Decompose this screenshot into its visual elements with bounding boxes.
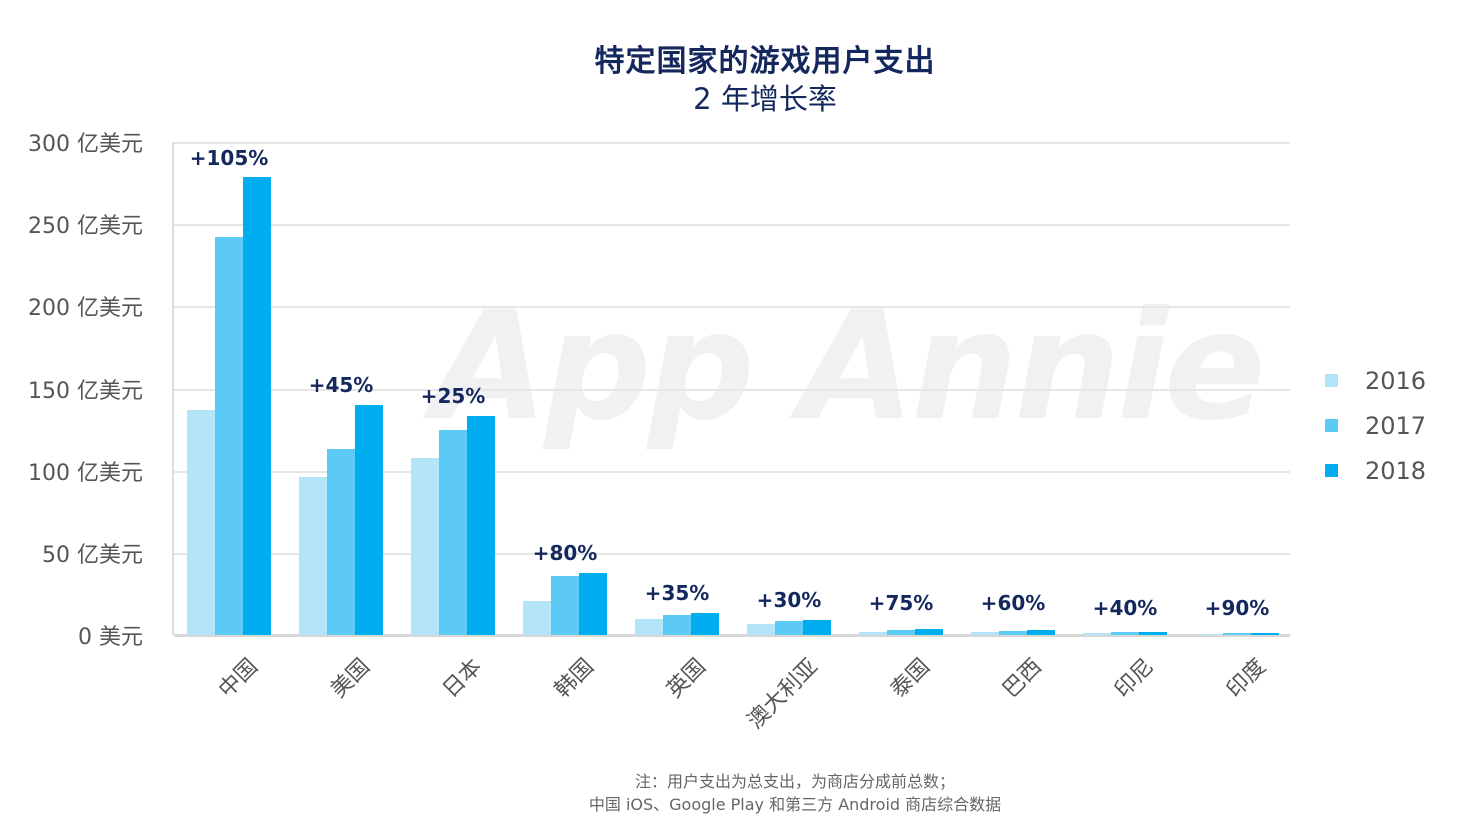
bar-2016[interactable] [411,457,439,635]
bar-2016[interactable] [1083,633,1111,635]
gridline [174,142,1290,144]
bar-2018[interactable] [1027,630,1055,635]
growth-label: +40% [1092,596,1158,620]
legend-label: 2018 [1365,456,1427,485]
growth-label: +105% [189,146,269,170]
bar-2017[interactable] [999,630,1027,635]
footnote-line-2: 中国 iOS、Google Play 和第三方 Android 商店综合数据 [588,795,1002,814]
bar-2017[interactable] [775,621,803,635]
bar-2017[interactable] [1223,633,1251,635]
bar-2017[interactable] [551,575,579,635]
x-tick-label: 印尼 [1110,654,1159,704]
bar-2018[interactable] [1139,631,1167,635]
growth-label: +45% [308,372,374,397]
x-axis-line [174,634,1290,637]
bar-2016[interactable] [859,632,887,635]
x-tick-label: 中国 [214,654,263,704]
growth-label: +80% [532,540,598,565]
gridline [174,224,1290,227]
y-tick-label: 300 亿美元 [28,132,143,157]
growth-label: +25% [420,384,486,409]
legend-swatch-icon [1325,374,1338,387]
growth-label: +35% [644,580,710,605]
chart-title: 特定国家的游戏用户支出 [594,44,936,79]
bar-2017[interactable] [439,429,467,635]
bar-2017[interactable] [663,615,691,635]
growth-label: +60% [980,591,1046,615]
bar-2018[interactable] [579,572,607,635]
bar-2017[interactable] [215,237,243,635]
x-tick-label: 韩国 [550,654,599,704]
x-tick-label: 美国 [326,654,375,704]
y-tick-label: 0 美元 [78,625,143,650]
bar-2018[interactable] [915,629,943,635]
bar-2016[interactable] [635,618,663,635]
plot-area: App Annie +105% +45% +25% +80% +35% +30% +75% +… [172,142,1290,637]
y-tick-label: 250 亿美元 [28,214,143,240]
x-tick-label: 印度 [1222,654,1271,704]
watermark-logo: App Annie [432,280,1266,454]
bar-2017[interactable] [1111,632,1139,635]
x-tick-label: 巴西 [998,654,1047,704]
bar-2018[interactable] [355,404,383,635]
legend-item-2016[interactable]: 2016 [1325,358,1426,403]
legend: 2016 2017 2018 [1325,358,1426,493]
gridline [174,388,1290,391]
footnote-line-1: 注：用户支出为总支出，为商店分成前总数； [634,772,955,791]
x-tick-label: 英国 [662,654,711,704]
bar-2018[interactable] [691,612,719,635]
bar-2016[interactable] [747,623,775,635]
legend-item-2018[interactable]: 2018 [1325,448,1426,493]
bar-2016[interactable] [523,600,551,635]
x-tick-label: 泰国 [886,654,935,704]
bar-2016[interactable] [299,477,327,635]
growth-label: +75% [868,591,934,615]
growth-label: +30% [756,588,822,613]
bar-2018[interactable] [467,416,495,635]
bar-2016[interactable] [971,632,999,635]
y-tick-label: 100 亿美元 [28,460,143,486]
x-tick-label: 日本 [438,654,487,704]
bar-2017[interactable] [327,449,355,635]
y-tick-label: 200 亿美元 [28,296,143,322]
gridline [174,552,1290,555]
bar-2016[interactable] [1195,633,1223,635]
legend-item-2017[interactable]: 2017 [1325,403,1426,448]
bar-2017[interactable] [887,630,915,635]
gridline [174,470,1290,473]
bar-2018[interactable] [803,620,831,635]
x-tick-label: 澳大利亚 [743,654,823,735]
bar-2018[interactable] [1251,632,1279,635]
legend-swatch-icon [1325,419,1338,432]
bar-2016[interactable] [187,409,215,635]
chart-subtitle: 2 年增长率 [693,82,837,116]
legend-swatch-icon [1325,464,1338,477]
y-tick-label: 50 亿美元 [42,542,143,568]
legend-label: 2016 [1365,366,1427,395]
bar-2018[interactable] [243,176,271,635]
legend-label: 2017 [1365,411,1427,440]
gridline [174,306,1290,309]
y-tick-label: 150 亿美元 [28,378,143,404]
growth-label: +90% [1204,596,1270,620]
